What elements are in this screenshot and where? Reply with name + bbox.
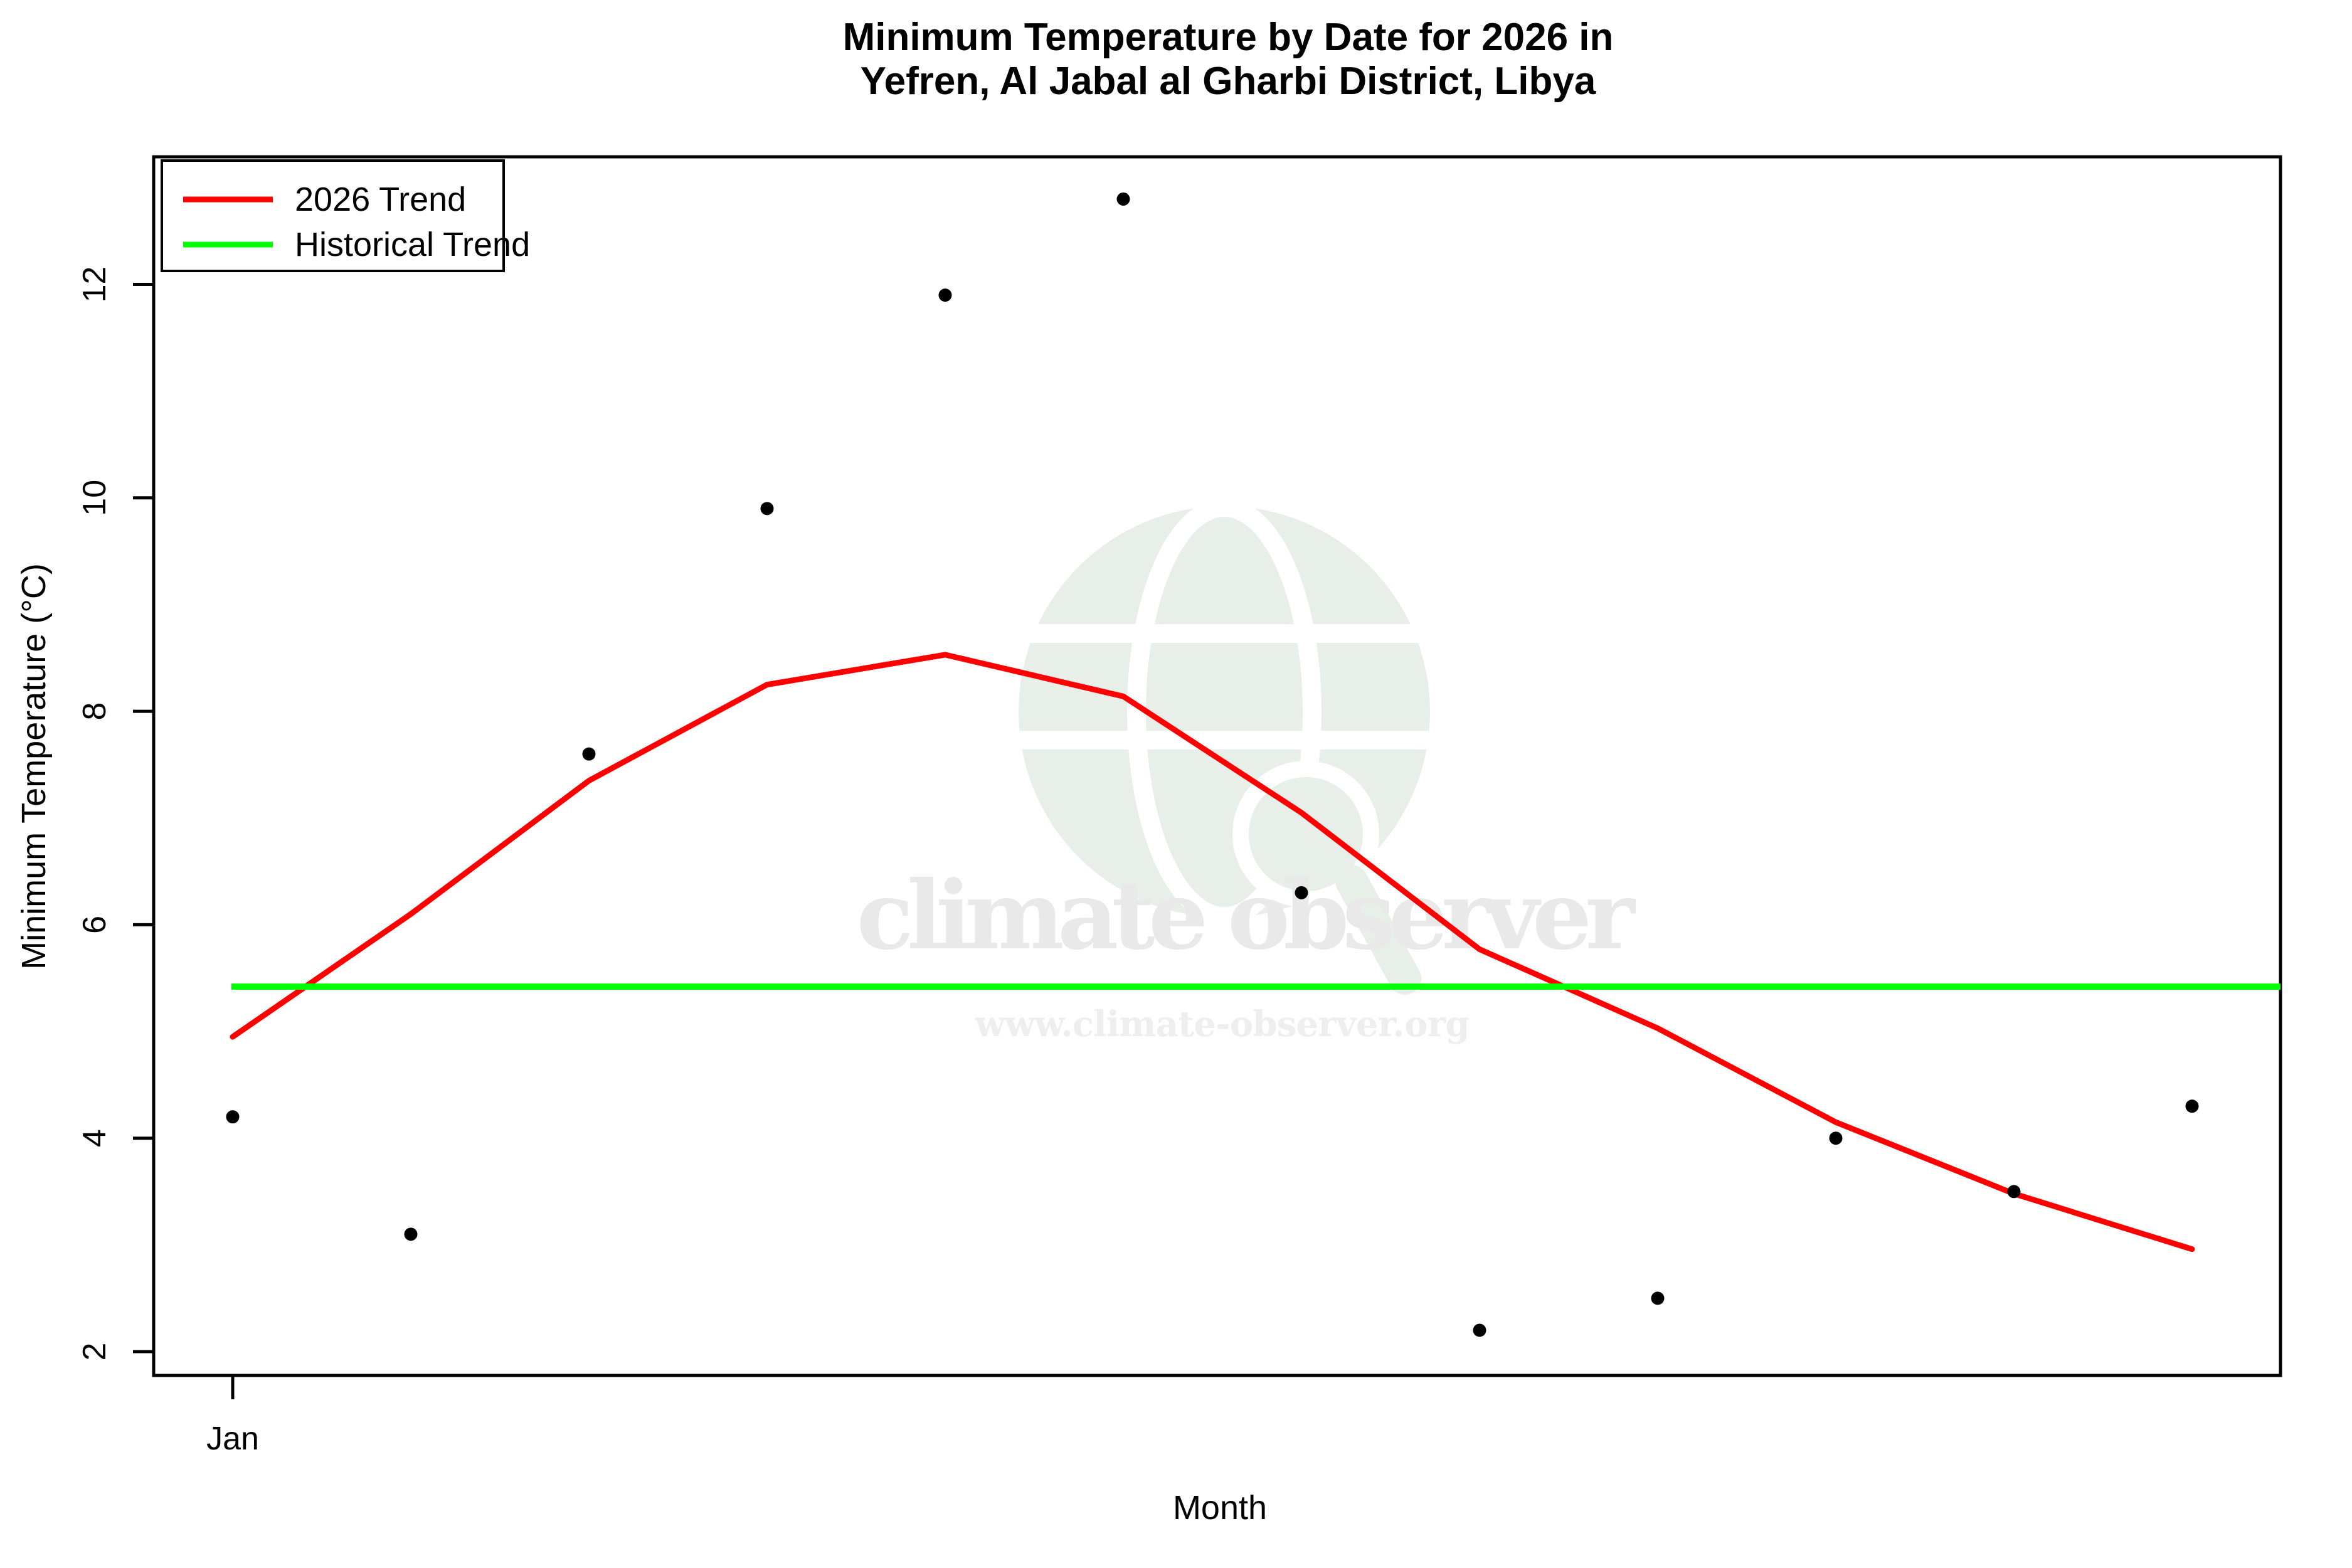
chart-title-line2: Yefren, Al Jabal al Gharbi District, Lib…	[861, 60, 1596, 103]
trend-lines	[230, 652, 2280, 1253]
legend: 2026 Trend Historical Trend	[161, 159, 530, 272]
scatter-points	[226, 192, 2199, 1337]
plot-box	[152, 155, 2282, 1377]
y-axis-title: Minimum Temperature (°C)	[15, 563, 53, 970]
data-point	[1829, 1131, 1843, 1145]
data-point	[1473, 1323, 1486, 1337]
watermark: climate observer www.climate-observer.or…	[857, 498, 1638, 1045]
watermark-brand-text: climate observer	[857, 861, 1638, 971]
y-tick-label: 6	[77, 916, 113, 934]
y-tick-label: 8	[77, 702, 113, 721]
data-point	[938, 289, 952, 302]
legend-label-historical-trend: Historical Trend	[295, 226, 530, 263]
data-point	[2185, 1099, 2199, 1113]
globe-magnifier-icon	[1019, 498, 1430, 995]
data-point	[404, 1227, 418, 1241]
trend-2026-line	[230, 652, 2195, 1253]
y-tick-label: 10	[77, 480, 113, 516]
y-tick-label: 4	[77, 1129, 113, 1147]
y-axis-ticks: 2 4 6 8 10 12	[77, 267, 154, 1361]
data-point	[1651, 1291, 1665, 1305]
data-point	[760, 502, 774, 516]
data-point	[226, 1110, 240, 1124]
chart-title-line1: Minimum Temperature by Date for 2026 in	[843, 16, 1614, 59]
data-point	[2007, 1185, 2021, 1199]
x-axis-title: Month	[1173, 1489, 1267, 1527]
y-tick-label: 12	[77, 267, 113, 303]
legend-box	[161, 159, 505, 272]
watermark-url-text: www.climate-observer.org	[975, 1004, 1474, 1045]
x-axis-ticks: Jan	[206, 1375, 259, 1457]
data-point	[1295, 886, 1308, 899]
data-point	[582, 747, 596, 761]
x-tick-label: Jan	[206, 1421, 259, 1457]
y-tick-label: 2	[77, 1343, 113, 1361]
legend-label-2026-trend: 2026 Trend	[295, 181, 466, 218]
data-point	[1116, 192, 1130, 206]
